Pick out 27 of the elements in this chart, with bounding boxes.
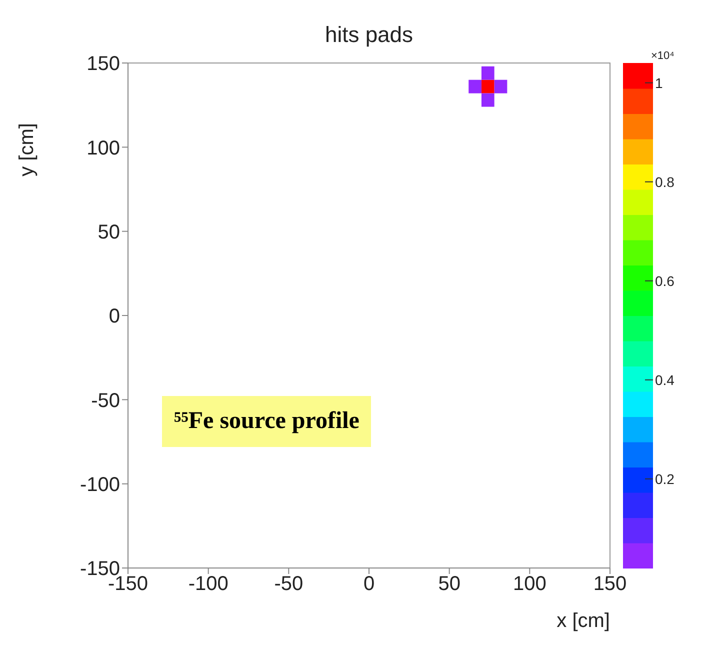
x-tick-label: 150 xyxy=(593,573,627,596)
y-tick-label: -100 xyxy=(80,474,120,496)
y-axis-title: y [cm] xyxy=(16,123,39,176)
y-tick-label: 150 xyxy=(86,53,120,76)
x-tick-label: -100 xyxy=(188,573,228,596)
x-tick-label: 100 xyxy=(512,573,546,596)
chart-title: hits pads xyxy=(324,22,414,48)
y-tick-label: 100 xyxy=(86,137,120,160)
point xyxy=(481,93,494,107)
color-bar-label: 0.8 xyxy=(655,174,675,190)
y-tick-label: 50 xyxy=(98,221,120,244)
point xyxy=(481,66,494,80)
y-tick-label: -50 xyxy=(91,390,120,412)
color-bar-label: 1 xyxy=(655,74,663,91)
x-tick-label: 0 xyxy=(363,573,375,596)
x-tick-label: -50 xyxy=(274,573,304,596)
y-tick-label: 0 xyxy=(108,306,120,328)
x-axis-title: x [cm] xyxy=(556,610,610,633)
color-bar-label: 0.4 xyxy=(655,372,675,388)
color-bar-label: 0.2 xyxy=(655,470,675,487)
point xyxy=(468,80,482,94)
x-tick-label: 50 xyxy=(438,573,460,596)
point xyxy=(481,80,494,94)
color-bar-label: 0.6 xyxy=(655,272,675,289)
color-bar-title: ×10⁴ xyxy=(651,50,675,62)
point xyxy=(494,80,508,94)
annotation: ⁵⁵Fe source profile xyxy=(162,396,372,448)
